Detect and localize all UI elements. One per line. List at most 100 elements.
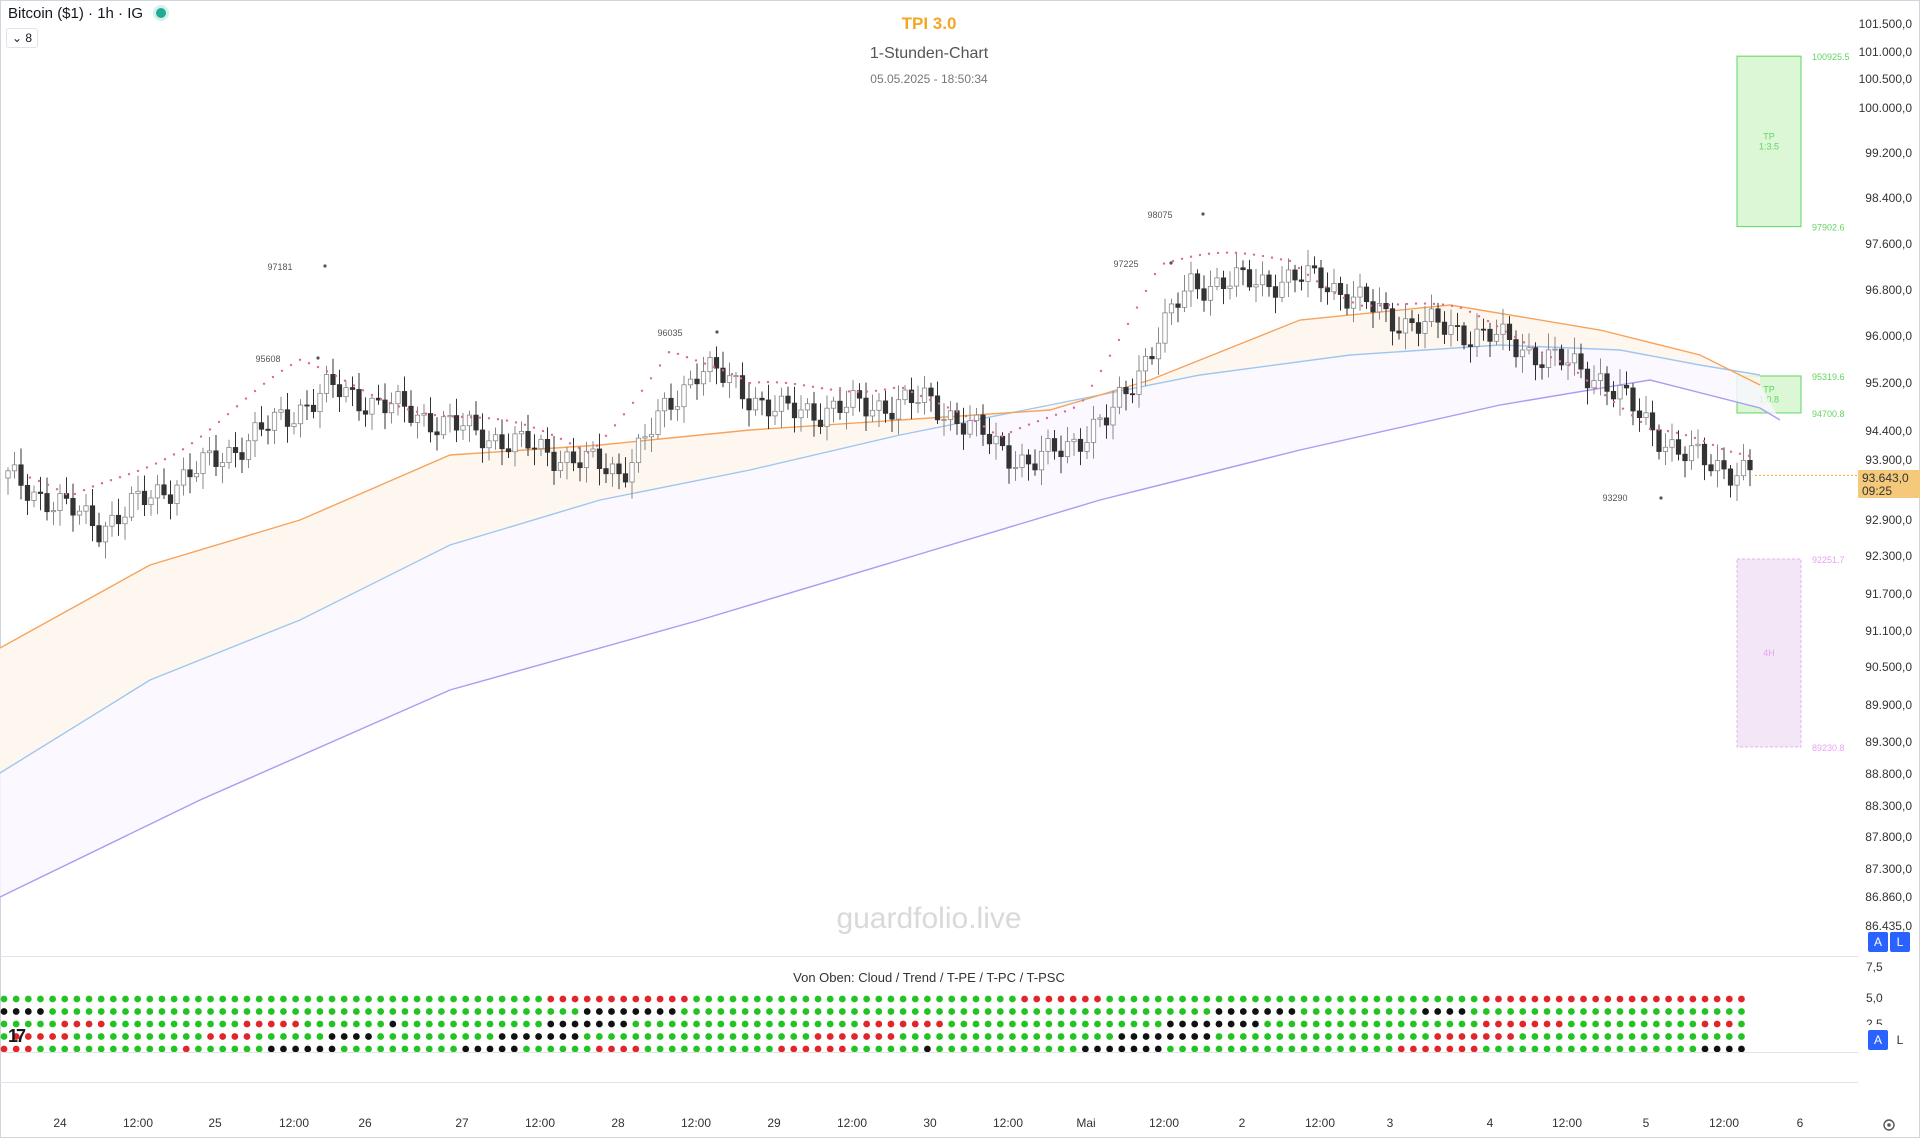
- indicator-dot: [583, 1008, 591, 1015]
- trailing-stop-dot: [1018, 426, 1022, 430]
- trailing-stop-dot: [1198, 253, 1202, 257]
- auto-scale-button[interactable]: A: [1868, 932, 1888, 952]
- indicator-dot: [547, 1020, 555, 1028]
- trailing-stop-dot: [811, 385, 815, 388]
- current-price-label: 93.643,0 09:25: [1858, 470, 1920, 498]
- indicator-dot: [863, 995, 871, 1003]
- tradingview-logo-icon[interactable]: 17: [8, 1026, 26, 1046]
- trailing-stop-dot: [1558, 360, 1562, 363]
- indicator-dot: [498, 1045, 506, 1053]
- indicator-dot: [887, 1045, 895, 1053]
- indicator-dot: [924, 1045, 931, 1053]
- indicator-dot: [1701, 1008, 1709, 1015]
- indicator-dot: [741, 1033, 749, 1040]
- indicator-dot: [1531, 1008, 1539, 1015]
- price-axis[interactable]: 101.500,0 101.000,0 100.500,0 100.000,0 99.2…: [1858, 0, 1920, 1105]
- indicator-dot: [681, 1020, 688, 1028]
- candle: [869, 409, 876, 417]
- indicator-dot: [1507, 1020, 1514, 1028]
- trailing-stop-dot: [1261, 254, 1265, 258]
- indicator-dot: [1179, 1008, 1186, 1015]
- indicator-dot: [1057, 1008, 1065, 1015]
- trailing-stop-dot: [1594, 386, 1598, 390]
- price-axis-label: 92.300,0: [1865, 549, 1912, 563]
- candle: [824, 407, 830, 427]
- candle: [941, 419, 947, 421]
- indicator-dot: [1057, 995, 1065, 1003]
- indicator-dot: [863, 1033, 871, 1040]
- indicator-dot: [802, 1033, 810, 1040]
- log-scale-button[interactable]: L: [1890, 932, 1910, 952]
- indicator-dot: [1665, 1045, 1672, 1053]
- candle: [1467, 344, 1474, 347]
- indicator-auto-scale-button[interactable]: A: [1868, 1030, 1888, 1050]
- candle: [1480, 328, 1487, 331]
- candle: [135, 490, 141, 495]
- indicator-dot: [620, 1008, 628, 1015]
- indicator-dot: [972, 1033, 980, 1040]
- indicator-dot: [292, 1008, 299, 1015]
- candle: [1519, 349, 1526, 358]
- indicator-dot: [1665, 995, 1672, 1003]
- trailing-stop-dot: [721, 369, 725, 372]
- candle: [1149, 356, 1155, 360]
- trailing-stop-dot: [865, 390, 869, 393]
- pane-divider[interactable]: [0, 956, 1858, 957]
- indicator-dot: [559, 1033, 567, 1040]
- trailing-stop-dot: [1153, 272, 1157, 276]
- trailing-stop-dot: [928, 398, 932, 401]
- candle: [1740, 459, 1747, 477]
- indicator-dot: [280, 1033, 287, 1040]
- indicator-dot: [632, 1045, 640, 1053]
- indicator-dot: [1580, 1020, 1587, 1028]
- indicator-dot: [826, 1008, 834, 1015]
- indicator-log-scale-button[interactable]: L: [1896, 1033, 1904, 1047]
- price-chart[interactable]: 100925.5 97902.6 95319.6 94700.8 92251.7 8923…: [0, 0, 1858, 955]
- indicator-dot: [620, 1020, 628, 1028]
- collapse-indicators-button[interactable]: ⌄ 8: [6, 28, 38, 48]
- indicator-dot: [219, 1045, 227, 1053]
- indicator-dot: [960, 1033, 968, 1040]
- candle: [343, 387, 349, 398]
- symbol-title[interactable]: Bitcoin ($1) · 1h · IG: [8, 5, 144, 22]
- candle: [1097, 417, 1103, 420]
- indicator-dot: [1677, 1045, 1685, 1053]
- candle: [512, 433, 518, 453]
- time-axis-label: 12:00: [278, 1116, 310, 1130]
- candle: [50, 510, 57, 513]
- indicator-dot: [1227, 1045, 1235, 1053]
- indicator-dot: [49, 1045, 56, 1053]
- candle: [83, 505, 89, 512]
- candle: [928, 387, 934, 397]
- indicator-dot: [1167, 1045, 1174, 1053]
- candle: [414, 414, 421, 423]
- candle: [180, 469, 187, 486]
- gear-icon[interactable]: [1882, 1118, 1896, 1132]
- candle: [999, 435, 1006, 447]
- indicator-dot: [620, 1045, 628, 1053]
- indicator-dot: [1154, 1008, 1162, 1015]
- indicator-pane[interactable]: [0, 988, 1858, 1088]
- price-axis-label: 96.800,0: [1865, 283, 1912, 297]
- indicator-dot: [365, 1045, 372, 1053]
- indicator-dot: [1507, 1008, 1514, 1015]
- candle: [590, 448, 596, 452]
- candle: [161, 484, 167, 496]
- indicator-dot: [61, 1045, 69, 1053]
- indicator-dot: [1410, 1020, 1417, 1028]
- time-axis-label: 12:00: [836, 1116, 868, 1130]
- indicator-dot: [1215, 1008, 1223, 1015]
- time-axis[interactable]: 24 12:00 25 12:00 26 27 12:00 28 12:00 29 12:00 30 1…: [0, 1112, 1858, 1136]
- indicator-dot: [170, 1008, 178, 1015]
- candle: [863, 397, 869, 417]
- pane-divider[interactable]: [0, 1082, 1858, 1083]
- indicator-dot: [936, 1045, 943, 1053]
- candle: [1487, 328, 1493, 342]
- indicator-dot: [158, 995, 166, 1003]
- indicator-dot: [498, 995, 506, 1003]
- chevron-down-icon: ⌄: [11, 31, 23, 45]
- candle: [1604, 373, 1610, 392]
- indicator-dot: [1434, 1008, 1442, 1015]
- pane-divider[interactable]: [0, 1052, 1858, 1053]
- indicator-dot: [1142, 1045, 1150, 1053]
